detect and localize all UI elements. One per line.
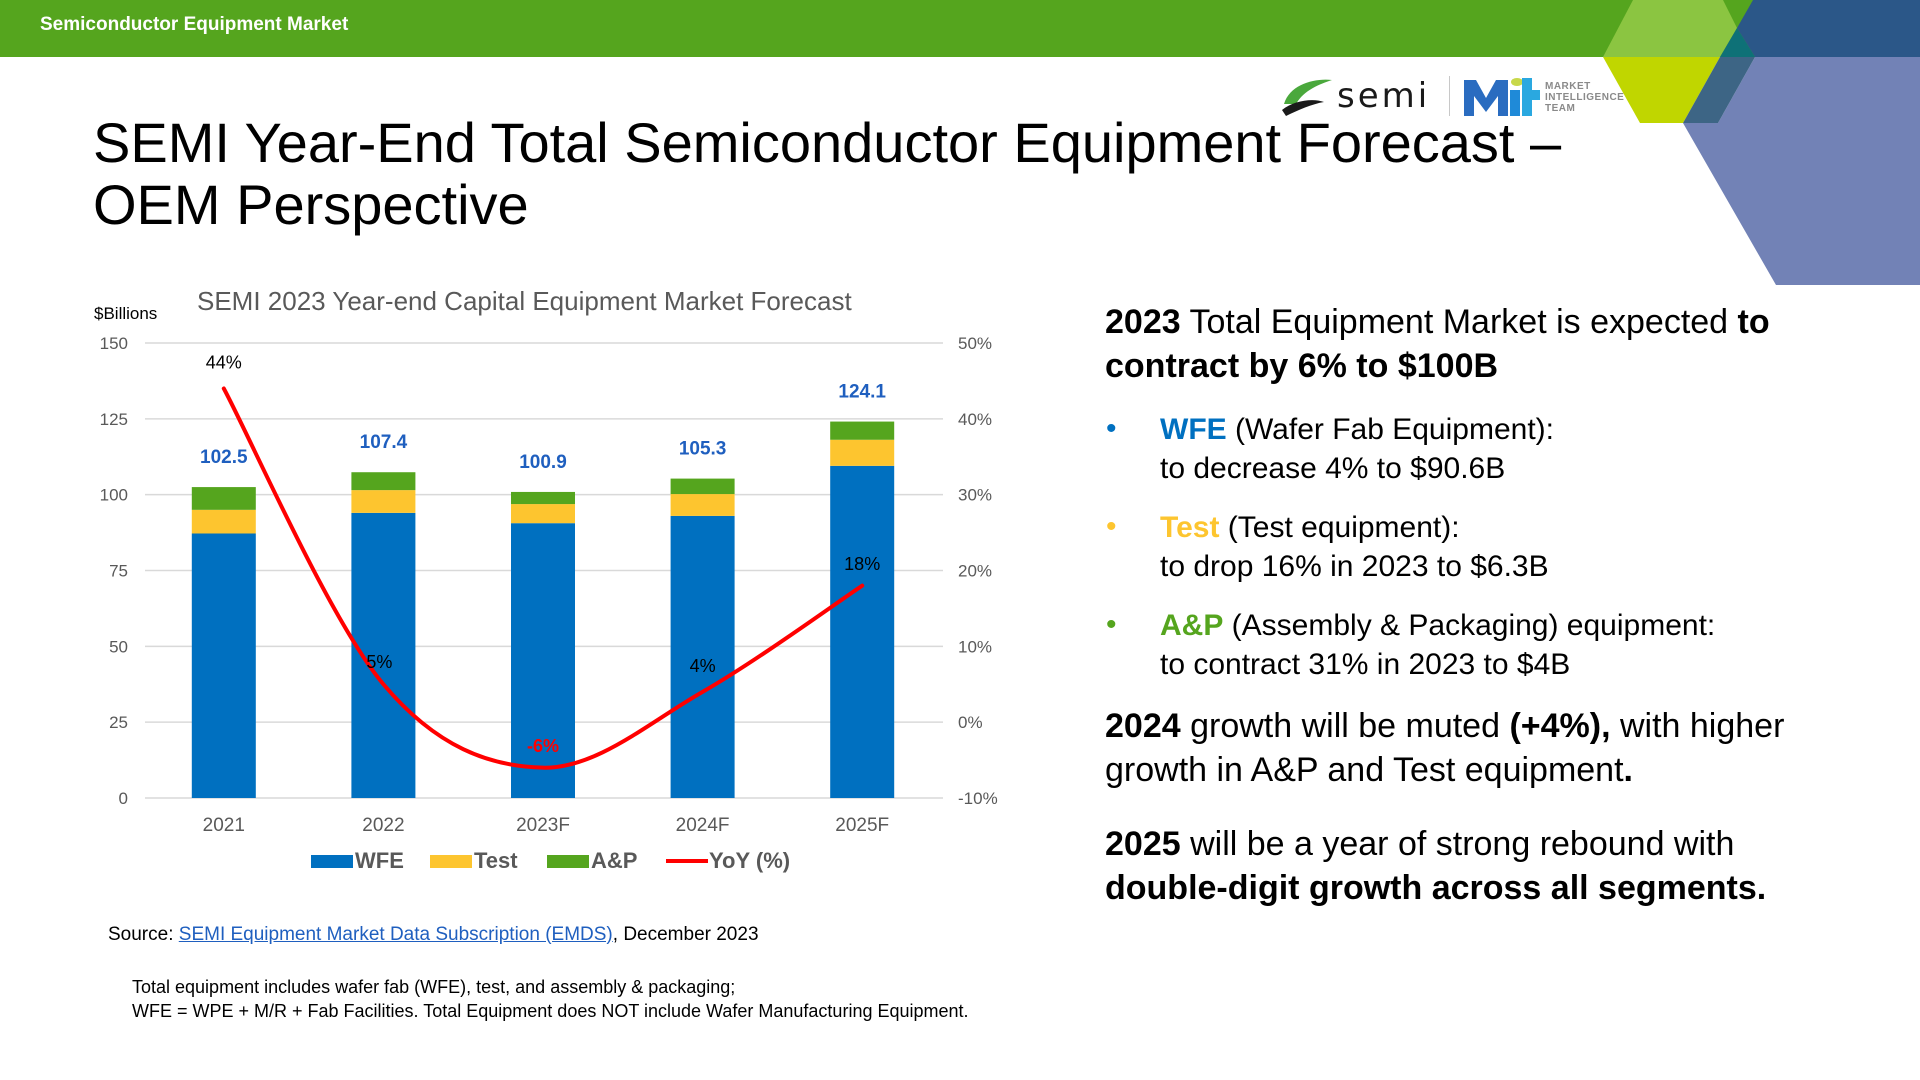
bullet-wfe: • WFE (Wafer Fab Equipment): to decrease…	[1105, 410, 1825, 488]
bar-wfe	[511, 523, 575, 798]
legend-swatch-test	[430, 855, 472, 868]
x-tick-label: 2023F	[516, 815, 570, 836]
y-tick-label: 150	[100, 334, 128, 353]
header-bar: Semiconductor Equipment Market	[0, 0, 1920, 57]
summary-2024: 2024 growth will be muted (+4%), with hi…	[1105, 707, 1785, 789]
y2-tick-label: 30%	[958, 486, 992, 505]
bullet-test: • Test (Test equipment): to drop 16% in …	[1105, 508, 1825, 586]
yoy-data-label: 4%	[690, 656, 716, 676]
page-title: SEMI Year-End Total Semiconductor Equipm…	[93, 111, 1562, 236]
y-tick-label: 50	[109, 637, 128, 656]
hex-periwinkle	[1683, 57, 1920, 285]
source-link[interactable]: SEMI Equipment Market Data Subscription …	[178, 924, 613, 945]
total-label: 105.3	[679, 439, 727, 460]
total-label: 100.9	[519, 452, 567, 473]
semi-swoosh-icon	[1282, 79, 1332, 116]
y2-tick-label: 0%	[958, 713, 983, 732]
legend-label: Test	[474, 848, 518, 873]
total-label: 107.4	[360, 432, 408, 453]
logo-separator	[1449, 76, 1450, 116]
legend-swatch-ap	[547, 855, 589, 868]
semi-mit-logo: semi MARKET INTELLIGENCE TEAM	[1280, 72, 1624, 122]
mit-tagline: MARKET INTELLIGENCE TEAM	[1545, 81, 1625, 114]
legend-swatch-wfe	[311, 855, 353, 868]
bar-test	[670, 494, 735, 516]
bar-test	[351, 490, 416, 513]
total-label: 124.1	[838, 382, 886, 403]
bar-test	[830, 439, 895, 466]
y-tick-label: 100	[100, 486, 128, 505]
bar-test	[511, 504, 575, 524]
equipment-forecast-chart: SEMI 2023 Year-end Capital Equipment Mar…	[94, 286, 998, 873]
bar-wfe	[670, 515, 735, 798]
y2-tick-label: 10%	[958, 637, 992, 656]
x-tick-label: 2024F	[676, 815, 730, 836]
legend-label: YoY (%)	[709, 848, 790, 873]
bar-test	[191, 509, 256, 534]
bullet-dot-icon: •	[1106, 510, 1117, 543]
y-tick-label: 0	[119, 789, 128, 808]
segment-bullets: • WFE (Wafer Fab Equipment): to decrease…	[1105, 410, 1825, 684]
section-title: Semiconductor Equipment Market	[40, 14, 349, 35]
footnote: Total equipment includes wafer fab (WFE)…	[132, 977, 969, 1021]
bar-ap	[351, 472, 416, 491]
mit-logo-icon	[1464, 78, 1540, 116]
y2-tick-label: 20%	[958, 562, 992, 581]
bar-wfe	[830, 465, 895, 798]
legend-label: WFE	[355, 848, 404, 873]
yoy-data-label: 5%	[366, 652, 392, 672]
bullet-dot-icon: •	[1106, 608, 1117, 641]
hex-dark-overlap	[1683, 57, 1755, 123]
yoy-data-label: 18%	[844, 554, 880, 574]
y-tick-label: 125	[100, 410, 128, 429]
y2-tick-label: 40%	[958, 410, 992, 429]
x-tick-label: 2022	[362, 815, 404, 836]
bar-wfe	[191, 533, 256, 798]
yoy-line	[221, 386, 865, 770]
bullet-dot-icon: •	[1106, 412, 1117, 445]
chart-title: SEMI 2023 Year-end Capital Equipment Mar…	[197, 286, 852, 316]
source-note: Source: SEMI Equipment Market Data Subsc…	[108, 924, 759, 945]
summary-2025: 2025 will be a year of strong rebound wi…	[1105, 825, 1767, 907]
bullet-ap: • A&P (Assembly & Packaging) equipment: …	[1105, 606, 1825, 684]
x-tick-label: 2021	[203, 815, 245, 836]
bar-ap	[511, 491, 575, 505]
y2-tick-label: 50%	[958, 334, 992, 353]
y2-tick-label: -10%	[958, 789, 998, 808]
y-tick-label: 75	[109, 562, 128, 581]
summary-panel: 2023 Total Equipment Market is expected …	[1105, 300, 1825, 910]
total-label: 102.5	[200, 447, 248, 468]
legend-label: A&P	[591, 848, 637, 873]
y-axis-label: $Billions	[94, 304, 157, 323]
bar-ap	[191, 487, 256, 510]
x-tick-label: 2025F	[835, 815, 889, 836]
semi-wordmark: semi	[1337, 76, 1431, 116]
bar-ap	[670, 478, 735, 495]
y-tick-label: 25	[109, 713, 128, 732]
bar-ap	[830, 421, 895, 440]
summary-headline: 2023 Total Equipment Market is expected …	[1105, 303, 1770, 385]
yoy-data-label: 44%	[206, 353, 242, 373]
yoy-data-label: -6%	[527, 736, 559, 756]
